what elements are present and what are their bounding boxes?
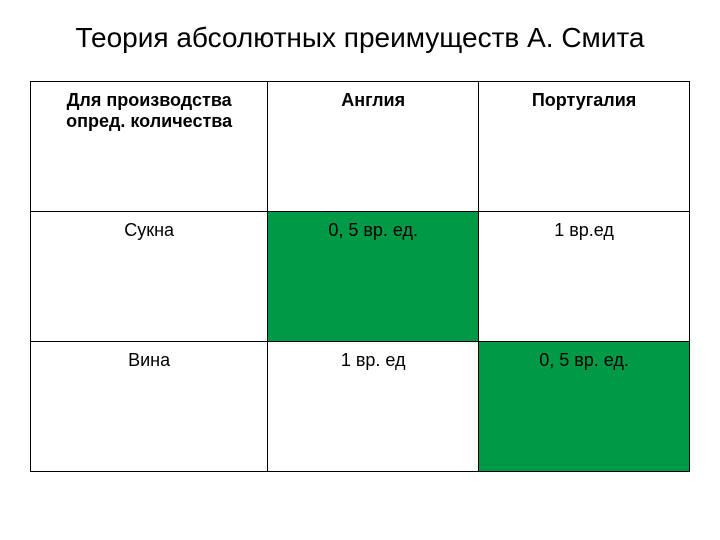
cell-1-1: 0, 5 вр. ед. [479,342,690,472]
table-row: Сукна 0, 5 вр. ед. 1 вр.ед [31,212,690,342]
page-title: Теория абсолютных преимуществ А. Смита [30,20,690,56]
row-label-0: Сукна [31,212,268,342]
cell-1-0: 1 вр. ед [268,342,479,472]
col-header-0: Для производства опред. количества [31,82,268,212]
row-label-1: Вина [31,342,268,472]
cell-0-0: 0, 5 вр. ед. [268,212,479,342]
col-header-2: Португалия [479,82,690,212]
table-header-row: Для производства опред. количества Англи… [31,82,690,212]
cell-0-1: 1 вр.ед [479,212,690,342]
table-row: Вина 1 вр. ед 0, 5 вр. ед. [31,342,690,472]
advantage-table: Для производства опред. количества Англи… [30,81,690,472]
col-header-1: Англия [268,82,479,212]
